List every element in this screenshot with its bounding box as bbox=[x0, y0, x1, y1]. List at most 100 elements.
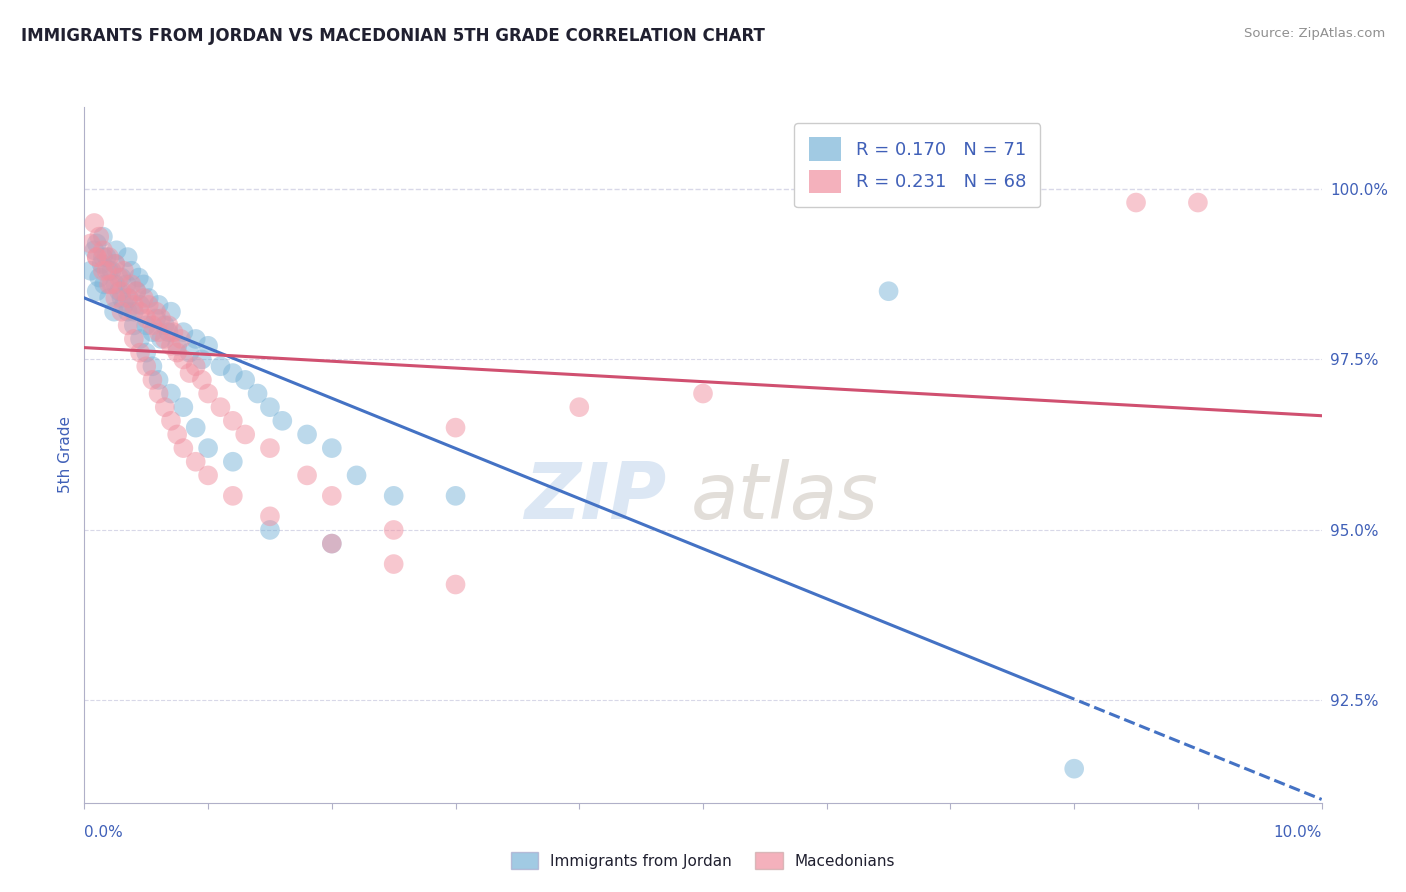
Point bbox=[166, 339, 188, 353]
Point bbox=[222, 366, 245, 380]
Point bbox=[160, 386, 183, 401]
Text: ZIP: ZIP bbox=[523, 458, 666, 534]
Point bbox=[153, 318, 176, 333]
Point bbox=[138, 298, 160, 312]
Point bbox=[117, 291, 139, 305]
Point bbox=[141, 325, 163, 339]
Point bbox=[112, 298, 135, 312]
Point bbox=[179, 366, 201, 380]
Point bbox=[128, 270, 150, 285]
Point bbox=[100, 264, 122, 278]
Point bbox=[98, 250, 121, 264]
Point bbox=[135, 359, 157, 374]
Point bbox=[129, 298, 152, 312]
Point bbox=[108, 284, 131, 298]
Point bbox=[145, 311, 167, 326]
Point bbox=[138, 291, 160, 305]
Point bbox=[122, 298, 145, 312]
Point bbox=[98, 291, 121, 305]
Point bbox=[160, 339, 183, 353]
Point bbox=[112, 264, 135, 278]
Point bbox=[222, 489, 245, 503]
Point bbox=[160, 414, 183, 428]
Point bbox=[117, 250, 139, 264]
Point bbox=[100, 277, 122, 292]
Point bbox=[79, 264, 101, 278]
Point bbox=[96, 250, 118, 264]
Point bbox=[191, 352, 214, 367]
Point bbox=[110, 284, 132, 298]
Text: 0.0%: 0.0% bbox=[84, 825, 124, 840]
Point bbox=[321, 536, 343, 550]
Point bbox=[132, 277, 155, 292]
Point bbox=[172, 325, 194, 339]
Point bbox=[129, 345, 152, 359]
Point bbox=[191, 373, 214, 387]
Point bbox=[120, 264, 142, 278]
Point bbox=[148, 386, 170, 401]
Point bbox=[246, 386, 269, 401]
Point bbox=[184, 455, 207, 469]
Point bbox=[148, 298, 170, 312]
Point bbox=[86, 236, 108, 251]
Point bbox=[259, 400, 281, 414]
Point bbox=[93, 277, 115, 292]
Point bbox=[91, 244, 114, 258]
Point bbox=[90, 257, 112, 271]
Point bbox=[259, 509, 281, 524]
Point bbox=[83, 216, 105, 230]
Point bbox=[110, 270, 132, 285]
Point bbox=[233, 373, 256, 387]
Point bbox=[135, 311, 157, 326]
Point bbox=[104, 257, 127, 271]
Point bbox=[382, 523, 405, 537]
Point bbox=[444, 420, 467, 434]
Point bbox=[222, 414, 245, 428]
Point bbox=[1187, 195, 1209, 210]
Point bbox=[166, 427, 188, 442]
Point bbox=[104, 257, 127, 271]
Point bbox=[91, 264, 114, 278]
Point bbox=[117, 318, 139, 333]
Point bbox=[321, 441, 343, 455]
Point bbox=[692, 386, 714, 401]
Point bbox=[295, 427, 318, 442]
Legend: Immigrants from Jordan, Macedonians: Immigrants from Jordan, Macedonians bbox=[505, 846, 901, 875]
Point bbox=[271, 414, 294, 428]
Point bbox=[259, 441, 281, 455]
Point bbox=[233, 427, 256, 442]
Point bbox=[166, 345, 188, 359]
Point bbox=[122, 304, 145, 318]
Point bbox=[120, 277, 142, 292]
Point bbox=[141, 373, 163, 387]
Point bbox=[197, 386, 219, 401]
Point bbox=[321, 536, 343, 550]
Text: IMMIGRANTS FROM JORDAN VS MACEDONIAN 5TH GRADE CORRELATION CHART: IMMIGRANTS FROM JORDAN VS MACEDONIAN 5TH… bbox=[21, 27, 765, 45]
Point bbox=[1063, 762, 1085, 776]
Point bbox=[117, 304, 139, 318]
Point bbox=[222, 455, 245, 469]
Point bbox=[153, 400, 176, 414]
Point bbox=[132, 291, 155, 305]
Point bbox=[346, 468, 368, 483]
Text: 10.0%: 10.0% bbox=[1274, 825, 1322, 840]
Point bbox=[104, 277, 127, 292]
Point bbox=[89, 229, 111, 244]
Point bbox=[197, 339, 219, 353]
Point bbox=[104, 291, 127, 305]
Point bbox=[122, 318, 145, 333]
Point bbox=[321, 489, 343, 503]
Point bbox=[129, 304, 152, 318]
Point bbox=[150, 332, 173, 346]
Point bbox=[103, 304, 125, 318]
Point bbox=[162, 325, 184, 339]
Point bbox=[145, 304, 167, 318]
Point bbox=[89, 270, 111, 285]
Point bbox=[209, 359, 232, 374]
Point bbox=[444, 577, 467, 591]
Point bbox=[129, 332, 152, 346]
Point bbox=[135, 345, 157, 359]
Point bbox=[118, 291, 141, 305]
Point bbox=[141, 359, 163, 374]
Point bbox=[141, 318, 163, 333]
